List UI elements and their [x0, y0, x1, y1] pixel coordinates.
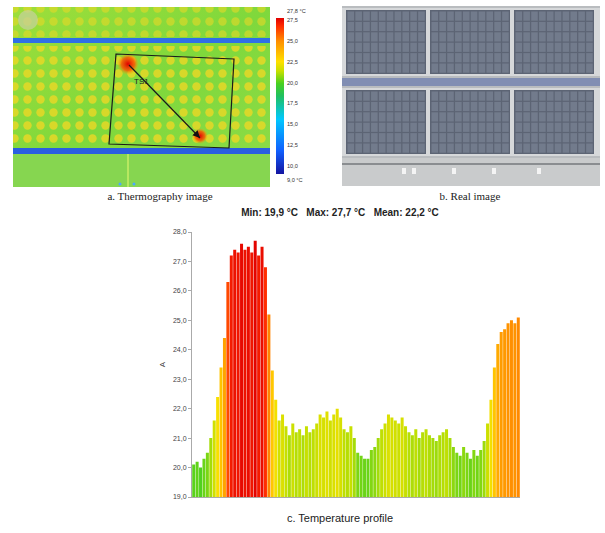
svg-text:19,0: 19,0	[173, 493, 187, 500]
html-text:c. Temperature profile: c. Temperature profile	[286, 512, 394, 524]
svg-text:20,0: 20,0	[287, 80, 298, 86]
svg-text:9,0 °C: 9,0 °C	[287, 177, 303, 183]
svg-text:12,5: 12,5	[287, 142, 298, 148]
svg-text:20,0: 20,0	[173, 464, 187, 471]
svg-text:27,5: 27,5	[287, 17, 298, 23]
svg-text:22,0: 22,0	[173, 405, 187, 412]
html-text:Min: 19,9 °C Max: 27,7 °C Mean: Min: 19,9 °C Max: 27,7 °C Mean: 22,2 °C	[241, 207, 439, 218]
svg-text:A: A	[158, 361, 167, 367]
svg-text:17,5: 17,5	[287, 100, 298, 106]
html-text:a. Thermography image: a. Thermography image	[107, 190, 213, 202]
svg-text:10,0: 10,0	[287, 163, 298, 169]
svg-text:22,5: 22,5	[287, 59, 298, 65]
svg-text:28,0: 28,0	[173, 228, 187, 235]
svg-text:26,0: 26,0	[173, 287, 187, 294]
svg-text:15,0: 15,0	[287, 121, 298, 127]
html-text:b. Real image: b. Real image	[439, 190, 501, 202]
svg-text:21,0: 21,0	[173, 435, 187, 442]
svg-text:24,0: 24,0	[173, 346, 187, 353]
svg-text:27,8 °C: 27,8 °C	[287, 8, 306, 14]
svg-text:23,0: 23,0	[173, 376, 187, 383]
svg-text:TS1: TS1	[134, 77, 149, 86]
svg-text:25,0: 25,0	[173, 317, 187, 324]
svg-text:27,0: 27,0	[173, 258, 187, 265]
svg-text:25,0: 25,0	[287, 38, 298, 44]
